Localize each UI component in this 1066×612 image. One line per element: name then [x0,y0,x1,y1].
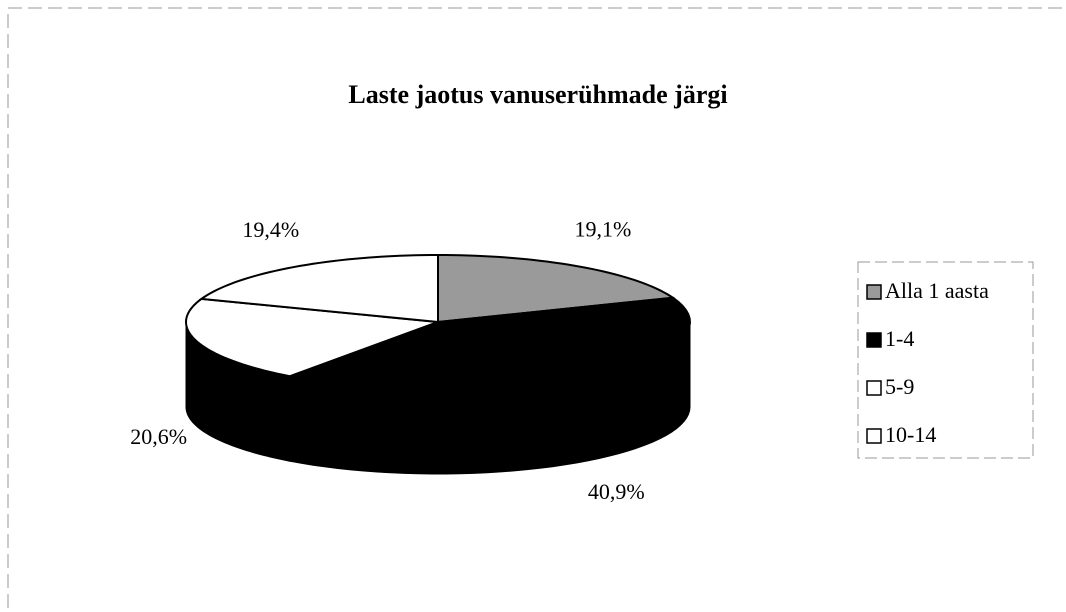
legend-swatch [866,380,882,396]
legend-swatch [866,332,882,348]
slice [437,253,676,324]
legend-frame [857,261,1034,459]
data-label: 40,9% [588,479,645,504]
data-label: 19,1% [574,216,631,241]
data-label: 20,6% [130,424,187,449]
chart-frame [7,7,1066,612]
legend-label: 1-4 [885,326,914,351]
data-label: 19,4% [242,217,299,242]
legend-label: 10-14 [885,422,936,447]
legend-label: 5-9 [885,374,914,399]
slice [286,296,691,390]
legend-swatch [866,428,882,444]
legend-label: Alla 1 aasta [885,278,989,303]
slice [185,297,439,378]
chart-title: Laste jaotus vanuserühmade järgi [348,80,727,109]
legend-swatch [866,284,882,300]
slice [198,253,439,324]
